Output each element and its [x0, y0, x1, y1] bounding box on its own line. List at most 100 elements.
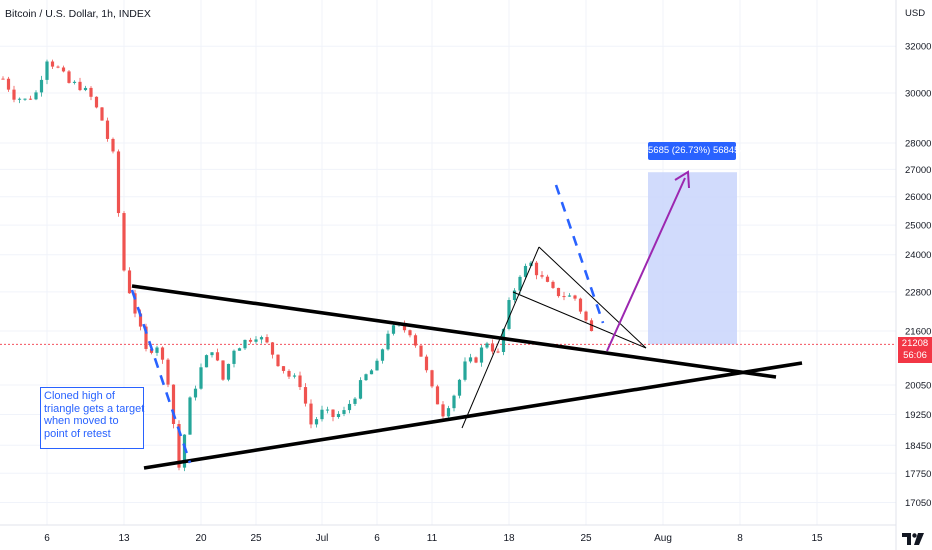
candle-body: [584, 311, 588, 321]
candle-body: [320, 409, 324, 420]
candle-body: [424, 356, 429, 371]
candle-body: [342, 410, 346, 414]
last-price-value: 21208: [901, 338, 929, 349]
candle-body: [430, 370, 434, 387]
candle-body: [116, 151, 121, 214]
bar-countdown: 56:06: [903, 350, 927, 361]
candle-body: [534, 262, 539, 276]
time-tick-label: 6: [44, 533, 50, 544]
candle-body: [6, 78, 11, 90]
candle-body: [210, 352, 214, 356]
price-tick-label: 18450: [905, 441, 931, 452]
candle-body: [133, 293, 137, 314]
time-tick-label: Jul: [316, 533, 329, 544]
candle-body: [589, 320, 594, 332]
candle-body: [221, 360, 225, 380]
candle-body: [298, 375, 302, 388]
candle-body: [34, 92, 38, 100]
price-tick-label: 17750: [905, 469, 931, 480]
candle-body: [17, 98, 22, 100]
candle-body: [413, 335, 418, 346]
candle-body: [100, 107, 104, 121]
target-arrow[interactable]: [606, 177, 686, 352]
price-tick-label: 26000: [905, 192, 931, 203]
candle-body: [160, 347, 165, 360]
candle-body: [391, 325, 396, 334]
price-tick-label: 20050: [905, 381, 931, 392]
candle-body: [573, 295, 577, 299]
cloned-triangle-lower[interactable]: [512, 291, 647, 349]
price-axis[interactable]: 32000 30000 28000 27000 26000 25000 24000 22800…: [905, 42, 931, 509]
triangle-upper-trendline[interactable]: [131, 284, 777, 379]
candle-body: [490, 343, 495, 352]
candle-body: [155, 347, 159, 353]
candle-body: [578, 298, 583, 312]
candle-body: [507, 300, 511, 329]
price-tick-label: 21600: [905, 327, 931, 338]
candle-body: [353, 398, 357, 404]
candle-body: [325, 409, 330, 411]
candle-body: [226, 363, 231, 380]
cloned-triangle-upper[interactable]: [538, 246, 647, 349]
candle-body: [463, 361, 467, 380]
time-axis[interactable]: 6 13 20 25 Jul 6 11 18 25 Aug 8 15: [44, 533, 823, 544]
price-tick-label: 27000: [905, 165, 931, 176]
grid: [0, 0, 896, 525]
candle-body: [441, 404, 445, 417]
candle-body: [523, 265, 528, 277]
candle-body: [122, 213, 126, 271]
time-tick-label: 18: [503, 533, 515, 544]
candle-body: [270, 342, 275, 355]
candle-body: [243, 339, 247, 349]
candle-body: [479, 347, 484, 363]
dashed-projection-early[interactable]: [130, 289, 192, 464]
candle-body: [287, 370, 291, 377]
time-tick-label: 20: [195, 533, 207, 544]
candle-body: [567, 295, 572, 297]
candle-body: [402, 324, 407, 331]
candle-body: [237, 348, 242, 351]
annotation-note[interactable]: Cloned high of triangle gets a target wh…: [40, 387, 144, 449]
candle-body: [232, 350, 236, 364]
candle-body: [111, 138, 115, 152]
candle-body: [248, 339, 253, 342]
candle-body: [204, 355, 209, 368]
candle-body: [496, 351, 500, 353]
candle-body: [419, 345, 423, 357]
candle-body: [485, 343, 489, 348]
candle-body: [23, 98, 27, 100]
flag-pole-line[interactable]: [461, 246, 540, 429]
note-line: when moved to: [44, 415, 119, 427]
candle-body: [83, 87, 88, 91]
target-zone: [648, 172, 737, 345]
last-price-tag: 21208 56:06: [898, 337, 932, 363]
candle-body: [347, 403, 352, 411]
triangle-lower-trendline[interactable]: [143, 361, 803, 470]
time-tick-label: 11: [427, 533, 438, 544]
candle-body: [39, 79, 44, 93]
candles: [1, 59, 594, 472]
candle-body: [56, 66, 60, 68]
candle-body: [474, 357, 478, 363]
candle-body: [501, 328, 506, 352]
drawings: [130, 170, 803, 470]
candle-body: [512, 290, 517, 301]
time-tick-label: 8: [737, 533, 743, 544]
candle-body: [182, 434, 187, 468]
candle-body: [254, 339, 258, 342]
candle-body: [364, 374, 368, 381]
time-tick-label: 6: [374, 533, 380, 544]
note-line: Cloned high of: [44, 390, 115, 402]
price-tick-label: 30000: [905, 89, 931, 100]
candle-body: [177, 423, 181, 468]
candle-body: [556, 287, 561, 297]
candle-body: [61, 67, 66, 72]
candle-body: [215, 352, 220, 361]
time-tick-label: 25: [250, 533, 262, 544]
candle-body: [199, 367, 203, 389]
currency-label: USD: [905, 8, 925, 19]
dashed-projection-recent[interactable]: [554, 184, 605, 324]
candle-body: [375, 360, 379, 371]
candle-body: [28, 98, 33, 100]
